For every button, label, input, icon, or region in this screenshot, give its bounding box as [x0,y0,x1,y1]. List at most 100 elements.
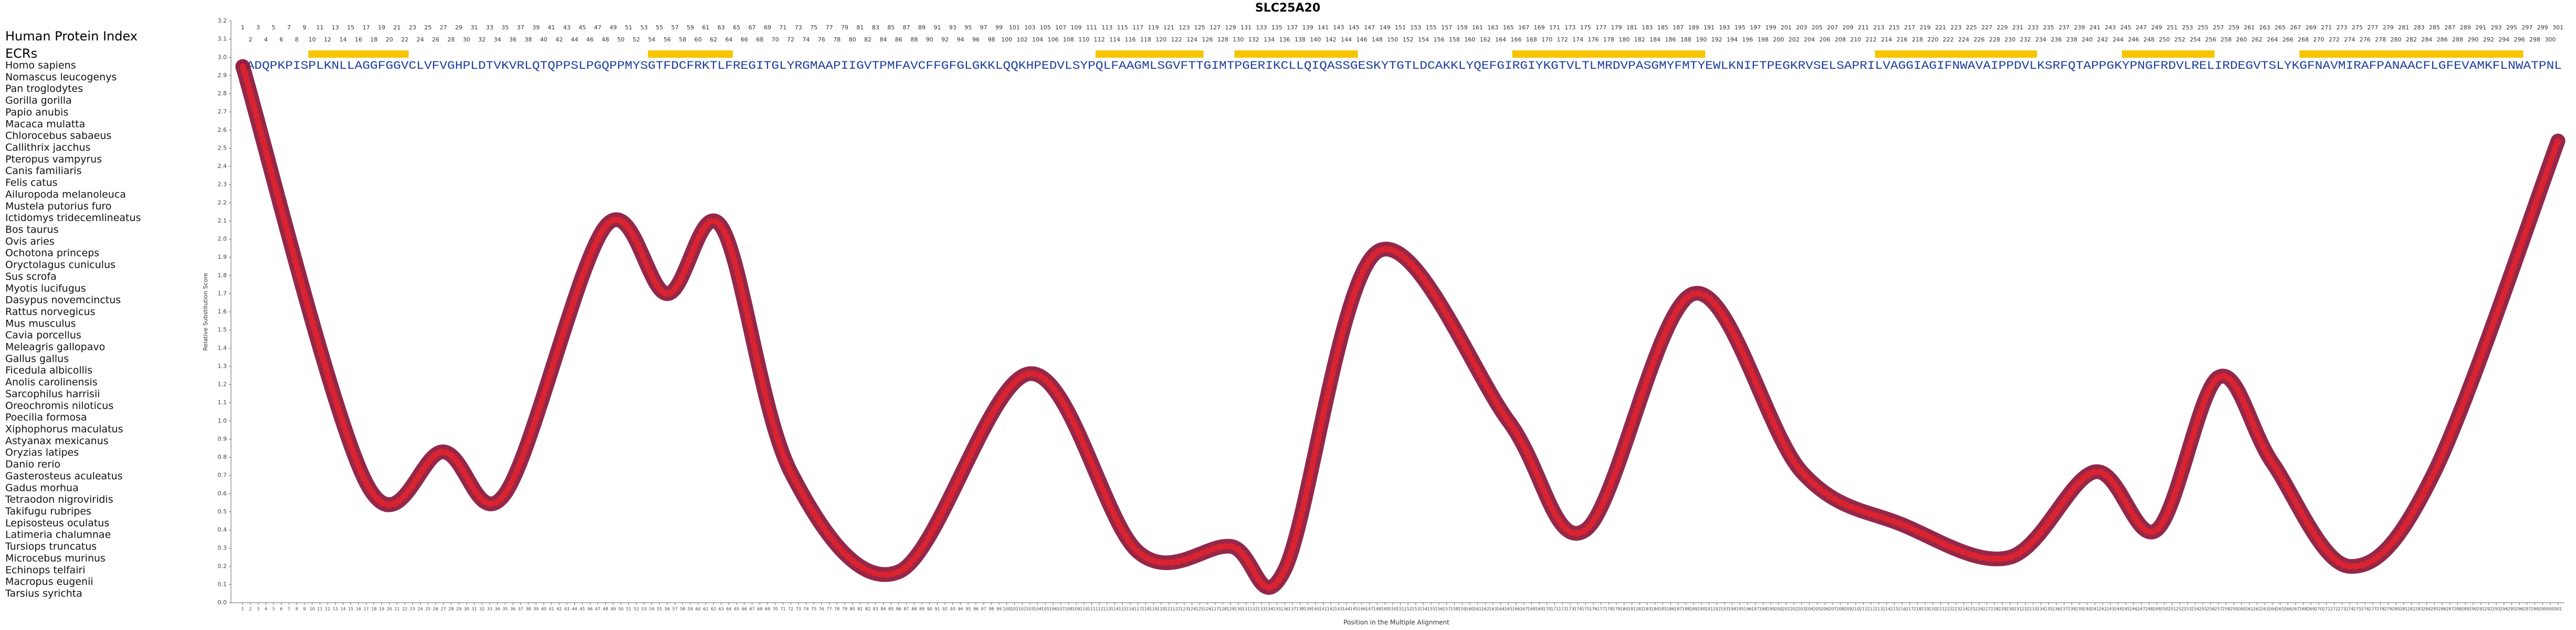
x-tick-label: 93 [950,607,955,612]
x-tick-label: 163 [1489,607,1497,612]
x-tick-label: 276 [2361,607,2369,612]
position-number: 68 [756,36,763,43]
x-tick-label: 211 [1859,607,1867,612]
x-tick-label: 88 [911,607,917,612]
x-tick-label: 195 [1736,607,1744,612]
species-name: Mus musculus [5,318,76,329]
ecr-region [1234,50,1358,58]
x-tick-label: 139 [1303,607,1311,612]
position-number: 54 [648,36,656,43]
position-number: 53 [640,24,648,31]
position-number: 101 [1009,24,1020,31]
x-tick-label: 246 [2129,607,2137,612]
species-name: Chlorocebus sabaeus [5,130,111,142]
x-tick-label: 221 [1937,607,1944,612]
x-tick-label: 200 [1774,607,1782,612]
title: SLC25A20 [1255,2,1320,15]
species-name: Pteropus vampyrus [5,153,102,165]
x-tick-label: 199 [1767,607,1775,612]
position-number: 226 [1974,36,1985,43]
ecr-region [2122,50,2215,58]
position-number: 59 [687,24,694,31]
x-tick-label: 263 [2260,607,2268,612]
x-tick-label: 258 [2222,607,2230,612]
x-tick-label: 58 [680,607,685,612]
species-name: Cavia porcellus [5,330,81,341]
position-number: 71 [779,24,786,31]
position-number: 294 [2498,36,2509,43]
position-number: 5 [272,24,276,31]
species-name: Dasypus novemcinctus [5,295,121,306]
x-tick-label: 129 [1226,607,1234,612]
x-tick-label: 230 [2006,607,2014,612]
x-tick-label: 268 [2299,607,2307,612]
species-name: Astyanax mexicanus [5,435,109,447]
x-tick-label: 244 [2114,607,2122,612]
x-tick-label: 51 [626,607,631,612]
species-name: Ictidomys tridecemlineatus [5,212,141,224]
position-number: 106 [1047,36,1058,43]
position-number: 98 [987,36,995,43]
position-number: 38 [524,36,532,43]
position-number: 276 [2360,36,2371,43]
position-number: 12 [324,36,331,43]
x-tick-label: 83 [873,607,878,612]
position-number: 191 [1704,24,1715,31]
x-tick-label: 232 [2022,607,2030,612]
x-tick-label: 167 [1520,607,1528,612]
x-tick-label: 5 [272,607,275,612]
position-number: 19 [378,24,385,31]
x-tick-label: 277 [2369,607,2377,612]
x-tick-label: 27 [440,607,446,612]
x-tick-label: 183 [1643,607,1651,612]
species-name: Ovis aries [5,236,55,247]
position-number: 211 [1858,24,1869,31]
position-number: 251 [2167,24,2178,31]
x-tick-label: 270 [2315,607,2322,612]
position-number: 271 [2321,24,2332,31]
position-number: 30 [463,36,470,43]
position-number: 32 [478,36,486,43]
x-tick-label: 201 [1782,607,1790,612]
position-number: 272 [2329,36,2340,43]
position-number: 76 [818,36,825,43]
x-tick-label: 101 [1011,607,1018,612]
x-tick-label: 161 [1474,607,1481,612]
x-tick-label: 42 [556,607,562,612]
position-number: 26 [432,36,439,43]
y-tick-label: 2.5 [218,144,227,151]
x-tick-label: 256 [2206,607,2214,612]
x-tick-label: 193 [1720,607,1728,612]
position-number: 83 [872,24,879,31]
x-tick-label: 228 [1991,607,1999,612]
position-number: 246 [2128,36,2139,43]
position-number: 297 [2521,24,2532,31]
position-number: 2 [249,36,253,43]
position-number: 51 [625,24,632,31]
position-number: 293 [2491,24,2502,31]
x-tick-label: 156 [1435,607,1443,612]
x-tick-label: 174 [1574,607,1582,612]
position-number: 219 [1920,24,1931,31]
position-number: 201 [1781,24,1792,31]
position-number: 165 [1503,24,1514,31]
position-number: 247 [2136,24,2147,31]
position-number: 72 [787,36,794,43]
species-name: Tarsius syrichta [5,588,82,600]
position-number: 252 [2174,36,2185,43]
x-tick-label: 44 [572,607,577,612]
position-number: 182 [1634,36,1645,43]
x-tick-label: 126 [1203,607,1211,612]
x-tick-label: 79 [842,607,847,612]
x-tick-label: 278 [2377,607,2384,612]
x-tick-label: 131 [1242,607,1250,612]
x-tick-label: 168 [1528,607,1536,612]
x-tick-label: 154 [1420,607,1427,612]
position-number: 207 [1827,24,1838,31]
y-tick-label: 0.9 [218,435,227,442]
position-number: 47 [594,24,602,31]
score-curve-highlight [239,63,2561,591]
position-number: 239 [2074,24,2085,31]
x-tick-label: 166 [1512,607,1520,612]
x-tick-label: 292 [2485,607,2493,612]
